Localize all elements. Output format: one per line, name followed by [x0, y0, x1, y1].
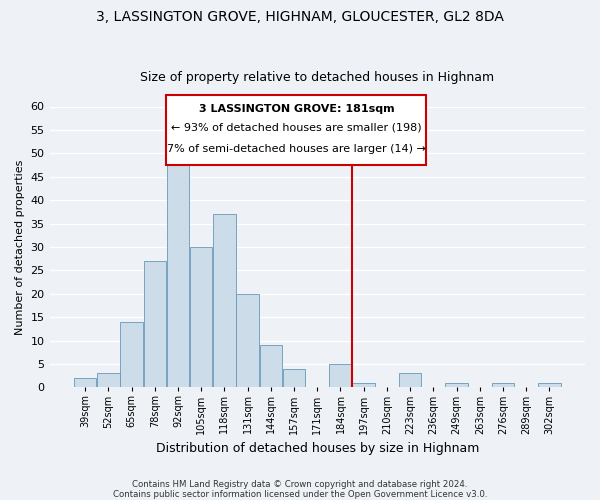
Text: 3, LASSINGTON GROVE, HIGHNAM, GLOUCESTER, GL2 8DA: 3, LASSINGTON GROVE, HIGHNAM, GLOUCESTER… — [96, 10, 504, 24]
Bar — [190, 247, 212, 388]
Text: Contains public sector information licensed under the Open Government Licence v3: Contains public sector information licen… — [113, 490, 487, 499]
Bar — [538, 382, 560, 388]
Text: ← 93% of detached houses are smaller (198): ← 93% of detached houses are smaller (19… — [171, 122, 422, 132]
Bar — [97, 374, 119, 388]
Bar — [329, 364, 352, 388]
Text: Contains HM Land Registry data © Crown copyright and database right 2024.: Contains HM Land Registry data © Crown c… — [132, 480, 468, 489]
Y-axis label: Number of detached properties: Number of detached properties — [15, 159, 25, 334]
X-axis label: Distribution of detached houses by size in Highnam: Distribution of detached houses by size … — [155, 442, 479, 455]
Title: Size of property relative to detached houses in Highnam: Size of property relative to detached ho… — [140, 72, 494, 85]
Text: 3 LASSINGTON GROVE: 181sqm: 3 LASSINGTON GROVE: 181sqm — [199, 104, 394, 114]
Bar — [74, 378, 97, 388]
Bar — [167, 158, 189, 388]
Bar — [213, 214, 236, 388]
Bar — [445, 382, 468, 388]
Text: 7% of semi-detached houses are larger (14) →: 7% of semi-detached houses are larger (1… — [167, 144, 426, 154]
Bar — [352, 382, 375, 388]
Bar — [492, 382, 514, 388]
Bar — [166, 95, 427, 165]
Bar — [283, 368, 305, 388]
Bar — [143, 261, 166, 388]
Bar — [121, 322, 143, 388]
Bar — [260, 345, 282, 388]
Bar — [236, 294, 259, 388]
Bar — [399, 374, 421, 388]
